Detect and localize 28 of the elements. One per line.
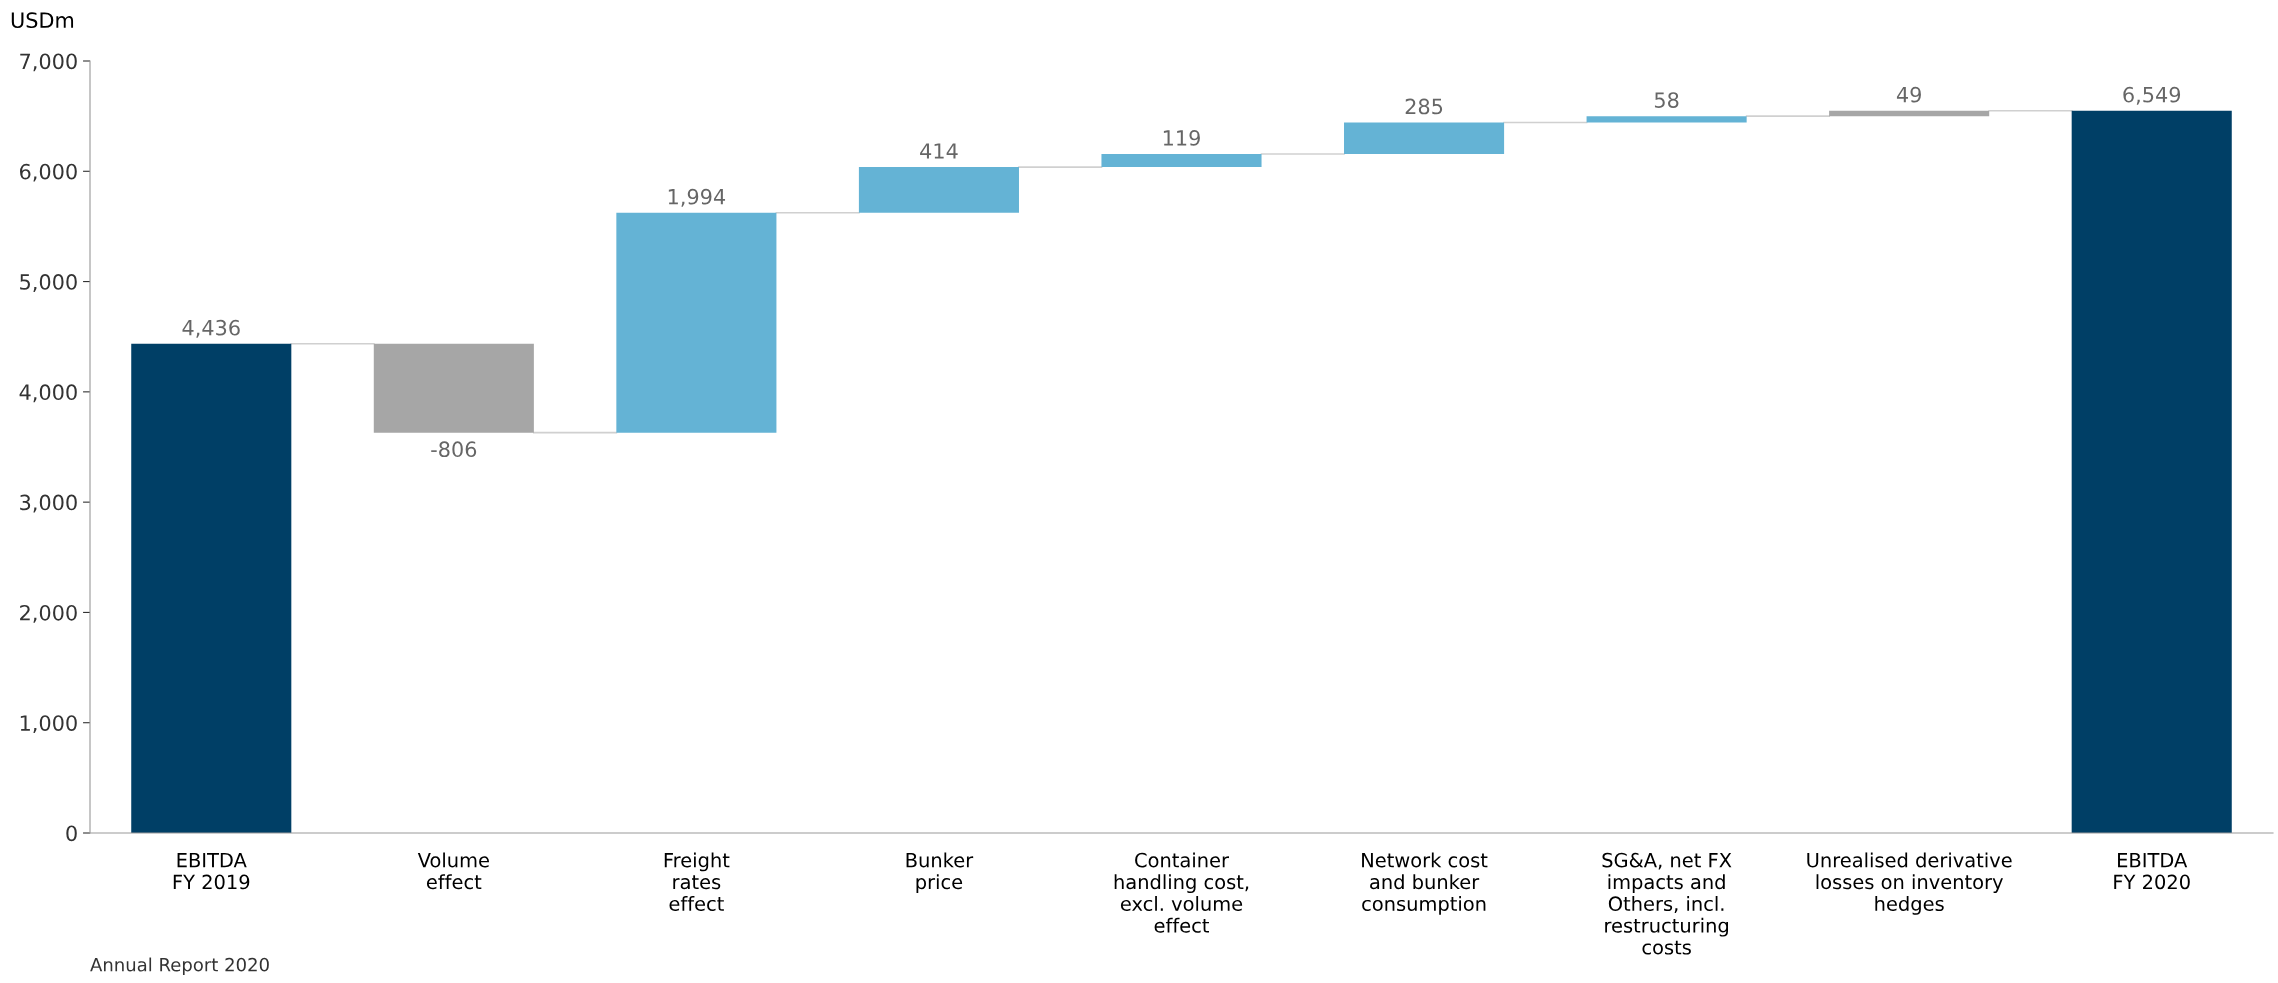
y-tick-label: 4,000 bbox=[19, 384, 77, 403]
y-axis-title: USDm bbox=[11, 12, 74, 29]
data-label: 4,436 bbox=[182, 319, 240, 338]
x-tick-label: Bunker price bbox=[906, 852, 974, 894]
x-tick-label: EBITDA FY 2019 bbox=[173, 853, 250, 890]
x-tick-label: Container handling cost, excl. volume effect bbox=[1114, 852, 1249, 933]
text: Annual Report 2020 bbox=[90, 957, 269, 975]
y-tick-label: 3,000 bbox=[20, 494, 77, 513]
data-label: 119 bbox=[1163, 130, 1200, 146]
x-tick-label: Network cost and bunker consumption bbox=[1362, 852, 1488, 915]
data-label: 285 bbox=[1405, 98, 1443, 115]
data-label: 1,994 bbox=[668, 188, 726, 207]
y-tick-label: 6,000 bbox=[20, 163, 77, 182]
x-tick-label: EBITDA FY 2020 bbox=[2114, 853, 2190, 890]
data-label: 414 bbox=[920, 143, 958, 159]
data-label: -806 bbox=[431, 441, 477, 458]
y-tick-label: 1,000 bbox=[20, 715, 77, 734]
data-label: 49 bbox=[1896, 86, 1921, 103]
x-tick-label: SG&A, net FX impacts and Others, incl. restructuring costs bbox=[1602, 852, 1732, 955]
data-label: 6,549 bbox=[2123, 86, 2181, 105]
y-tick-label: 2,000 bbox=[20, 604, 77, 623]
x-tick-label: Volume effect bbox=[417, 852, 489, 890]
y-tick-label: 5,000 bbox=[20, 274, 77, 292]
data-label: 58 bbox=[1654, 92, 1679, 108]
x-tick-label: Unrealised derivative losses on inventory hedges bbox=[1807, 852, 2012, 915]
y-tick-label: 0 bbox=[66, 825, 77, 842]
y-tick-label: 7,000 bbox=[20, 53, 77, 72]
x-tick-label: Freight rates effect bbox=[664, 852, 730, 912]
